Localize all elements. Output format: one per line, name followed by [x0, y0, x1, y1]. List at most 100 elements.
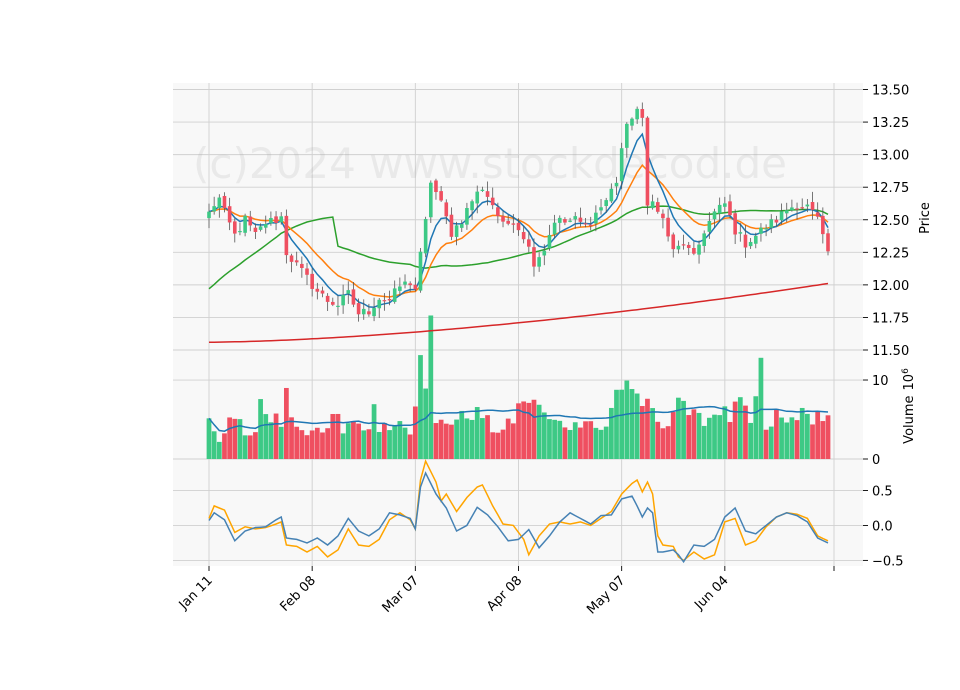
volume-bar [665, 426, 671, 459]
volume-bar [258, 399, 263, 459]
candle-body [413, 284, 418, 290]
volume-bar [743, 405, 748, 459]
candle-body [630, 118, 634, 126]
volume-bar [686, 415, 692, 459]
volume-bar [345, 423, 351, 459]
volume-bar [423, 388, 429, 459]
candle-body [305, 268, 309, 275]
candle-body [527, 239, 531, 247]
price-axis-label: Price [918, 202, 933, 234]
volume-bar [474, 407, 480, 459]
oscillator-lines [208, 458, 829, 564]
x-tick-label: Apr 08 [484, 573, 525, 614]
volume-bar [701, 425, 707, 459]
volume-bar [263, 414, 269, 459]
y-tick-label: 13.50 [872, 84, 909, 99]
candle-body [387, 298, 392, 301]
volume-bar [433, 423, 439, 459]
candle-body [692, 247, 696, 254]
oscillator-main-line [208, 471, 829, 564]
volume-bar [541, 412, 547, 459]
volume-bar [758, 357, 764, 459]
volume-bar [268, 422, 274, 459]
candle-body [697, 244, 701, 255]
volume-bar [510, 423, 516, 459]
volume-bar [779, 417, 784, 459]
volume-bar [505, 418, 511, 459]
candle-body [614, 182, 619, 187]
candle-body [681, 244, 686, 246]
candle-body [408, 283, 412, 286]
candle-body [222, 195, 227, 209]
candle-body [748, 241, 753, 247]
candle-body [790, 207, 794, 211]
volume-bar [789, 417, 795, 459]
candle-body [784, 210, 789, 214]
candle-body [429, 182, 433, 218]
volume-bar [531, 399, 537, 459]
candle-body [769, 219, 774, 228]
volume-bar [660, 428, 666, 459]
volume-bar [603, 426, 609, 459]
volume-bar [216, 441, 222, 459]
candle-body [336, 305, 340, 307]
y-tick-label: 10 [872, 374, 889, 389]
x-tick-label: May 07 [584, 573, 628, 617]
volume-bar [242, 435, 248, 459]
volume-bar [211, 431, 217, 459]
volume-bar [557, 420, 563, 459]
candle-body [227, 206, 232, 223]
y-tick-label: 0.5 [872, 484, 893, 499]
candle-body [325, 295, 330, 302]
volume-bar [289, 417, 294, 459]
candle-body [588, 224, 593, 226]
volume-unit-exponent: 6 [901, 368, 911, 374]
candle-body [263, 224, 268, 228]
volume-bar [253, 432, 258, 459]
volume-bar [438, 419, 444, 459]
candle-body [248, 216, 253, 226]
candle-body [341, 294, 345, 306]
candle-body [423, 219, 428, 254]
candle-body [552, 222, 557, 235]
volume-bar [392, 425, 398, 459]
y-tick-label: 13.25 [872, 116, 909, 131]
candle-body [501, 216, 505, 222]
volume-bar [536, 404, 542, 459]
candle-body [212, 206, 216, 212]
candle-body [418, 251, 423, 291]
candle-body [795, 208, 799, 210]
volume-bar [820, 421, 826, 459]
volume-bar [567, 429, 573, 459]
candle-body [449, 214, 454, 237]
volume-bar [387, 430, 392, 459]
candle-body [382, 300, 387, 302]
y-tick-label: 11.75 [872, 311, 909, 326]
volume-bar [299, 430, 305, 459]
oscillator-panel [173, 459, 863, 566]
volume-bar [588, 421, 594, 459]
candle-body [661, 213, 665, 219]
volume-bar [547, 419, 552, 459]
volume-bar [330, 414, 336, 459]
candle-body [496, 207, 500, 217]
candle-body [356, 303, 361, 315]
volume-bar [696, 412, 702, 459]
candle-body [599, 207, 603, 211]
volume-bar [412, 406, 418, 459]
volume-bar [469, 419, 475, 459]
candle-body [542, 250, 547, 256]
candle-body [568, 220, 572, 222]
volume-bar [206, 418, 212, 459]
candle-body [800, 207, 805, 209]
y-tick-label: 0 [872, 453, 880, 468]
x-axis-ticks: Jan 11 Feb 08 Mar 07 Apr 08 May 07 Jun 04 [176, 566, 835, 617]
y-tick-label: 13.00 [872, 149, 909, 164]
volume-bar [402, 427, 408, 459]
candle-body [573, 216, 578, 220]
volume-bar [691, 409, 697, 459]
candle-body [470, 201, 474, 211]
volume-bar [464, 418, 470, 459]
volume-bar [727, 422, 733, 459]
candle-body [238, 230, 242, 233]
